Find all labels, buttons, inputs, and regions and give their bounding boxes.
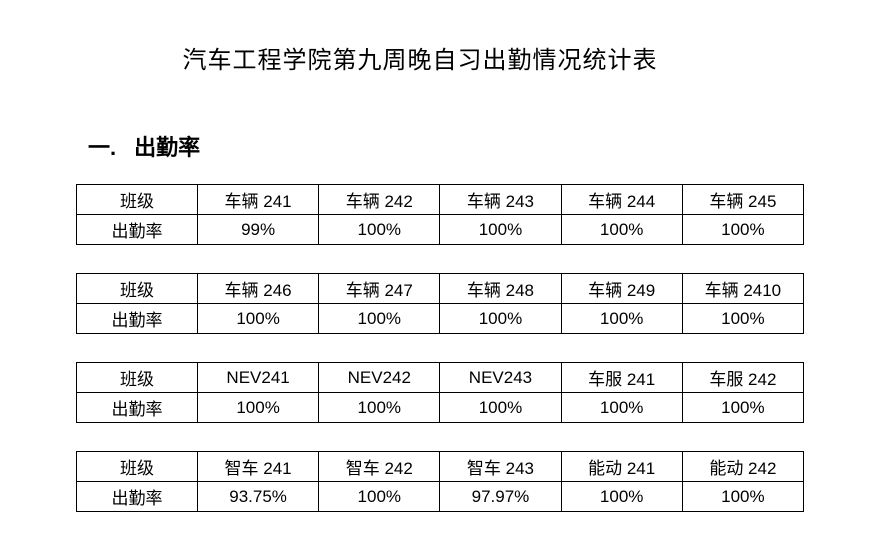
rate-cell: 100% [318,481,441,512]
class-cell: 能动 242 [681,451,805,482]
rate-cell: 93.75% [196,481,320,512]
table-row: 班级 车辆 241 车辆 242 车辆 243 车辆 244 车辆 245 [76,184,805,215]
attendance-table: 班级 NEV241 NEV242 NEV243 车服 241 车服 242 出勤率 100% 1… [76,362,805,423]
class-cell: 车服 241 [560,362,683,393]
attendance-table: 班级 智车 241 智车 242 智车 243 能动 241 能动 242 出勤率 93.75… [76,451,805,512]
class-cell: 车辆 249 [560,273,683,304]
table-row: 班级 NEV241 NEV242 NEV243 车服 241 车服 242 [76,362,805,393]
rate-cell: 97.97% [439,481,562,512]
rate-cell: 100% [681,481,805,512]
table-row: 班级 车辆 246 车辆 247 车辆 248 车辆 249 车辆 2410 [76,273,805,304]
section-heading: 一. 出勤率 [88,130,218,162]
rate-cell: 100% [560,481,683,512]
class-cell: 车辆 242 [318,184,441,215]
rate-cell: 100% [318,303,441,334]
class-cell: 智车 242 [318,451,441,482]
rate-cell: 100% [196,392,320,423]
table-row: 班级 智车 241 智车 242 智车 243 能动 241 能动 242 [76,451,805,482]
class-cell: NEV241 [196,362,320,393]
attendance-table: 班级 车辆 246 车辆 247 车辆 248 车辆 249 车辆 2410 出勤率 100%… [76,273,805,334]
rate-cell: 100% [560,214,683,245]
class-cell: 车辆 244 [560,184,683,215]
class-cell: 智车 243 [439,451,562,482]
class-cell: 车辆 243 [439,184,562,215]
class-cell: 车辆 241 [196,184,320,215]
rate-cell: 100% [196,303,320,334]
rate-cell: 100% [439,392,562,423]
row-label: 班级 [76,451,198,482]
class-cell: 车辆 245 [681,184,805,215]
class-cell: 智车 241 [196,451,320,482]
table-row: 出勤率 100% 100% 100% 100% 100% [76,392,805,423]
rate-cell: 100% [560,303,683,334]
section-label: 出勤率 [134,135,201,160]
attendance-table: 班级 车辆 241 车辆 242 车辆 243 车辆 244 车辆 245 出勤率 99% 10… [76,184,805,245]
document-title: 汽车工程学院第九周晚自习出勤情况统计表 [182,47,658,74]
class-cell: 能动 241 [560,451,683,482]
row-label: 班级 [76,184,198,215]
rate-cell: 100% [560,392,683,423]
row-label: 出勤率 [76,303,198,334]
row-label: 班级 [76,362,198,393]
row-label: 班级 [76,273,198,304]
class-cell: 车服 242 [681,362,805,393]
rate-cell: 100% [318,214,441,245]
rate-cell: 100% [681,214,805,245]
class-cell: 车辆 246 [196,273,320,304]
table-row: 出勤率 93.75% 100% 97.97% 100% 100% [76,481,805,512]
class-cell: NEV242 [318,362,441,393]
row-label: 出勤率 [76,481,198,512]
section-number: 一. [88,135,117,160]
table-row: 出勤率 99% 100% 100% 100% 100% [76,214,805,245]
class-cell: NEV243 [439,362,562,393]
rate-cell: 100% [318,392,441,423]
class-cell: 车辆 2410 [681,273,805,304]
rate-cell: 99% [196,214,320,245]
rate-cell: 100% [439,214,562,245]
rate-cell: 100% [681,392,805,423]
class-cell: 车辆 247 [318,273,441,304]
row-label: 出勤率 [76,214,198,245]
rate-cell: 100% [681,303,805,334]
table-row: 出勤率 100% 100% 100% 100% 100% [76,303,805,334]
rate-cell: 100% [439,303,562,334]
row-label: 出勤率 [76,392,198,423]
class-cell: 车辆 248 [439,273,562,304]
